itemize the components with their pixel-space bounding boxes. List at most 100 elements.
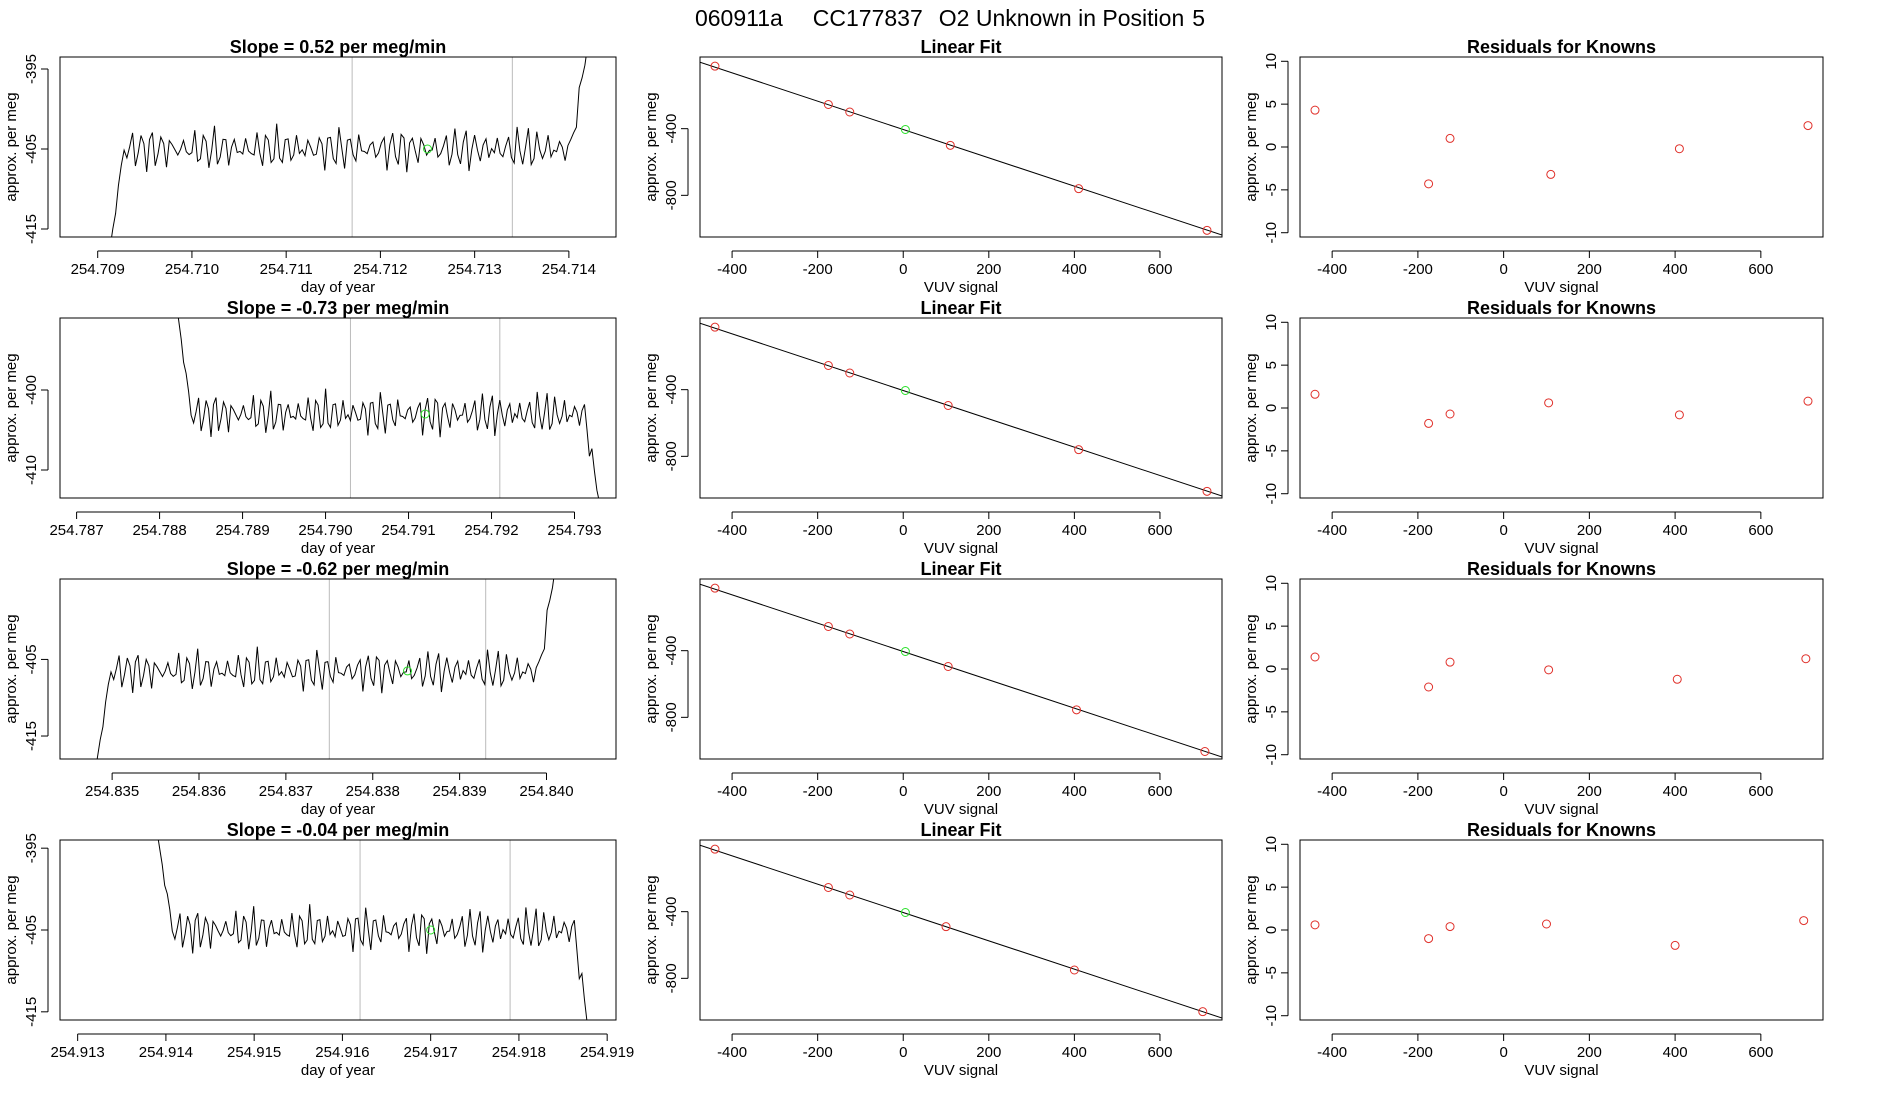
panel-title: Linear Fit [920,559,1001,579]
y-axis-label: approx. per meg [1243,614,1260,723]
x-tick-label: 254.790 [298,522,352,539]
panel-title: Linear Fit [920,298,1001,318]
x-tick-label: -400 [717,1044,747,1061]
x-tick-label: 600 [1147,261,1172,278]
fit-line [700,583,1222,758]
panel-title: Linear Fit [920,37,1001,57]
y-tick-label: 5 [1263,361,1280,369]
known-point [710,61,720,71]
x-tick-label: 200 [1577,1044,1602,1061]
x-tick-label: 600 [1147,522,1172,539]
known-point [943,662,953,671]
y-tick-label: -395 [23,833,40,863]
x-tick-label: -400 [717,261,747,278]
y-axis: 10 5 0 -5 -10 approx. per meg [1243,53,1289,244]
known-point [823,883,833,892]
panel-residuals-row-1: Residuals for Knowns -400 -200 0 200 400 600 VU… [1243,37,1824,296]
y-tick-label: -415 [23,214,40,244]
residual-point [1801,654,1811,664]
x-axis: -400 -200 0 200 400 600 VUV signal [717,1033,1172,1079]
plot-frame [699,56,1223,238]
panel-residuals-row-3: Residuals for Knowns -400 -200 0 200 400 600 VU… [1243,559,1824,818]
plot-area [700,61,1222,236]
x-axis-label: day of year [301,279,375,296]
plot-frame [699,839,1223,1021]
x-tick-label: -200 [803,1044,833,1061]
y-tick-label: 5 [1263,883,1280,891]
fit-line [700,844,1222,1019]
x-tick-label: 254.839 [433,783,487,800]
x-axis: 254.835 254.836 254.837 254.838 254.839 254.8… [85,772,574,818]
x-tick-label: -200 [1403,783,1433,800]
panel-title: Slope = -0.73 per meg/min [227,298,450,318]
x-tick-label: -200 [803,522,833,539]
unknown-point [900,125,910,134]
x-tick-label: 254.792 [464,522,518,539]
x-tick-label: -200 [1403,261,1433,278]
known-point [710,322,720,332]
x-axis-label: VUV signal [1524,1062,1598,1079]
x-tick-label: 400 [1062,783,1087,800]
y-tick-label: -10 [1263,222,1280,244]
x-tick-label: 0 [899,522,907,539]
x-axis: -400 -200 0 200 400 600 VUV signal [1317,511,1773,557]
residual-point [1310,389,1320,399]
x-tick-label: 200 [1577,522,1602,539]
x-axis-label: day of year [301,540,375,557]
residual-point [1799,916,1809,926]
x-axis: -400 -200 0 200 400 600 VUV signal [717,250,1172,296]
plot-frame [1299,578,1824,760]
y-tick-label: -10 [1263,1005,1280,1027]
known-point [1072,705,1082,715]
residual-point [1544,398,1554,408]
x-tick-label: 200 [1577,783,1602,800]
y-tick-label: -405 [23,915,40,945]
x-tick-label: 200 [976,1044,1001,1061]
x-tick-label: 254.714 [542,261,596,278]
known-point [1069,965,1079,975]
x-axis-label: VUV signal [1524,279,1598,296]
unknown-point [420,409,430,419]
plot-frame [699,578,1223,760]
x-axis: 254.913 254.914 254.915 254.916 254.917 254.9… [51,1033,634,1079]
plot-area [96,579,555,759]
x-axis-label: VUV signal [924,801,998,818]
plot-area [700,583,1222,758]
y-tick-label: 5 [1263,100,1280,108]
x-axis: -400 -200 0 200 400 600 VUV signal [1317,1033,1773,1079]
panel-title: Slope = -0.62 per meg/min [227,559,450,579]
x-tick-label: -400 [1317,522,1347,539]
y-tick-label: -800 [663,702,680,732]
x-tick-label: 200 [976,783,1001,800]
residual-point [1445,133,1455,143]
x-tick-label: 0 [899,783,907,800]
x-tick-label: -200 [1403,522,1433,539]
residual-point [1310,652,1320,662]
x-tick-label: 600 [1748,261,1773,278]
panel-title: Residuals for Knowns [1467,298,1656,318]
y-tick-label: 0 [1263,665,1280,673]
plot-area [700,844,1222,1019]
residual-point [1674,410,1684,420]
known-point [945,140,955,150]
y-axis: 10 5 0 -5 -10 approx. per meg [1243,836,1289,1027]
x-tick-label: 400 [1663,261,1688,278]
x-tick-label: 254.710 [165,261,219,278]
x-tick-label: 254.915 [227,1044,281,1061]
y-tick-label: -10 [1263,744,1280,766]
y-tick-label: -400 [663,375,680,405]
panel-title: Residuals for Knowns [1467,37,1656,57]
x-tick-label: 254.913 [51,1044,105,1061]
x-tick-label: 254.917 [404,1044,458,1061]
known-point [823,622,833,631]
known-point [845,890,855,900]
y-axis: 10 5 0 -5 -10 approx. per meg [1243,575,1289,766]
